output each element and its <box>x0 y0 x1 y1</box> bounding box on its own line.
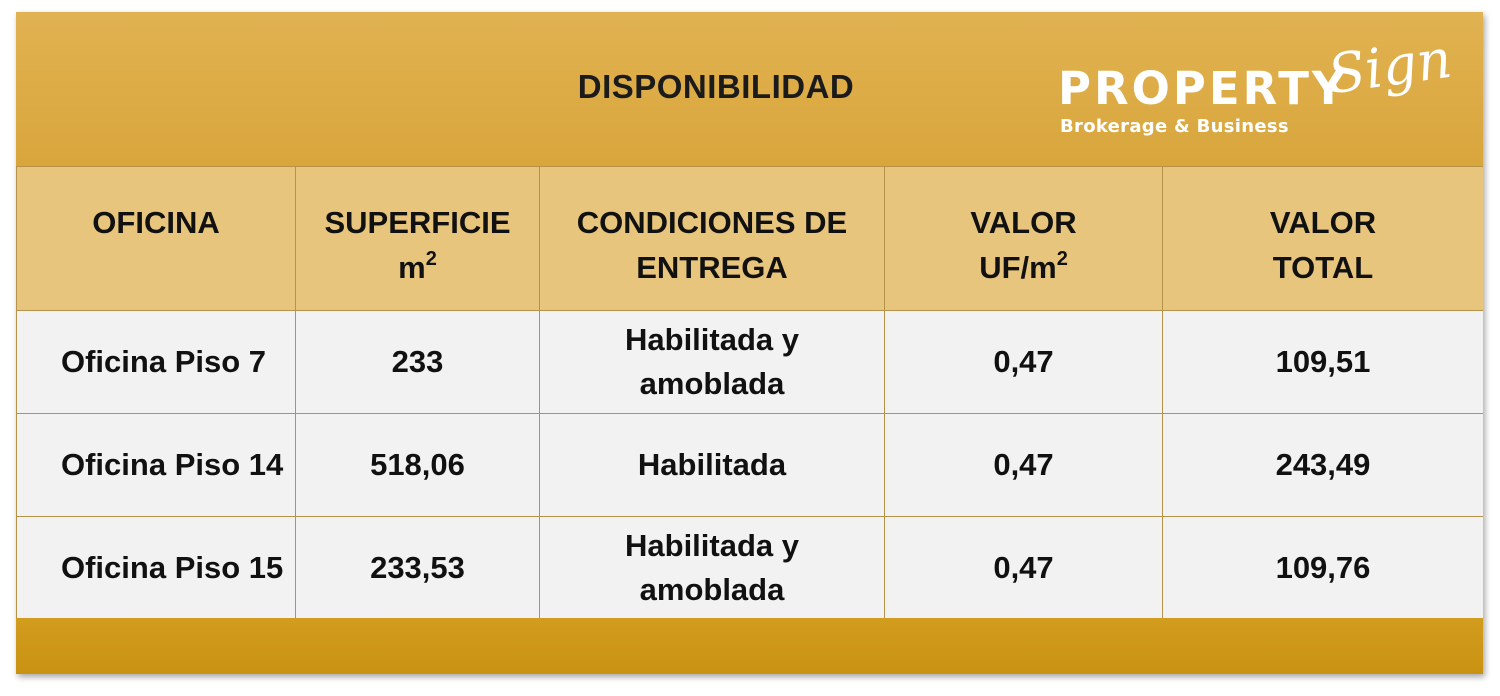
cell-condiciones: Habilitada y amoblada <box>539 516 885 620</box>
page-title: DISPONIBILIDAD <box>577 68 855 105</box>
cell-condiciones: Habilitada <box>539 413 885 517</box>
footer-bar <box>16 618 1483 674</box>
logo-script: Sign <box>1324 26 1456 107</box>
logo-wordmark: PROPERTY <box>1058 62 1348 115</box>
column-header-unit: m2 <box>398 248 437 285</box>
column-header-condiciones: CONDICIONES DE ENTREGA <box>539 166 885 311</box>
cell-superficie: 233,53 <box>295 516 540 620</box>
header-bar: DISPONIBILIDAD PROPERTY Sign Brokerage &… <box>16 12 1483 166</box>
column-header-line: OFICINA <box>92 205 220 240</box>
cell-valor-uf-m2: 0,47 <box>884 310 1163 414</box>
column-header-superficie: SUPERFICIE m2 <box>295 166 540 311</box>
column-header-line: VALOR <box>970 205 1077 240</box>
table-row: Oficina Piso 14 518,06 Habilitada 0,47 2… <box>16 413 1483 517</box>
cell-superficie: 518,06 <box>295 413 540 517</box>
cell-valor-uf-m2: 0,47 <box>884 413 1163 517</box>
availability-table: OFICINA SUPERFICIE m2 CONDICIONES DE ENT… <box>16 166 1483 620</box>
table-row: Oficina Piso 15 233,53 Habilitada y amob… <box>16 516 1483 620</box>
column-header-line: CONDICIONES DE <box>576 205 848 240</box>
column-header-valor-uf-m2: VALOR UF/m2 <box>884 166 1163 311</box>
column-header-line: TOTAL <box>1272 250 1374 285</box>
cell-oficina: Oficina Piso 15 <box>16 516 296 620</box>
logo-tagline: Brokerage & Business <box>1060 116 1289 137</box>
column-header-line: SUPERFICIE <box>324 205 511 240</box>
column-header-valor-total: VALOR TOTAL <box>1162 166 1483 311</box>
property-sign-logo: PROPERTY Sign Brokerage & Business <box>1056 27 1456 148</box>
availability-sheet: DISPONIBILIDAD PROPERTY Sign Brokerage &… <box>16 12 1483 674</box>
column-header-unit: UF/m2 <box>979 248 1068 285</box>
cell-valor-uf-m2: 0,47 <box>884 516 1163 620</box>
table-row: Oficina Piso 7 233 Habilitada y amoblada… <box>16 310 1483 414</box>
column-header-line: ENTREGA <box>636 250 788 285</box>
cell-oficina: Oficina Piso 14 <box>16 413 296 517</box>
table-header-row: OFICINA SUPERFICIE m2 CONDICIONES DE ENT… <box>16 166 1483 311</box>
cell-valor-total: 109,51 <box>1162 310 1483 414</box>
cell-superficie: 233 <box>295 310 540 414</box>
cell-valor-total: 109,76 <box>1162 516 1483 620</box>
column-header-line: VALOR <box>1269 205 1377 240</box>
column-header-oficina: OFICINA <box>16 166 296 311</box>
cell-condiciones: Habilitada y amoblada <box>539 310 885 414</box>
cell-valor-total: 243,49 <box>1162 413 1483 517</box>
cell-oficina: Oficina Piso 7 <box>16 310 296 414</box>
